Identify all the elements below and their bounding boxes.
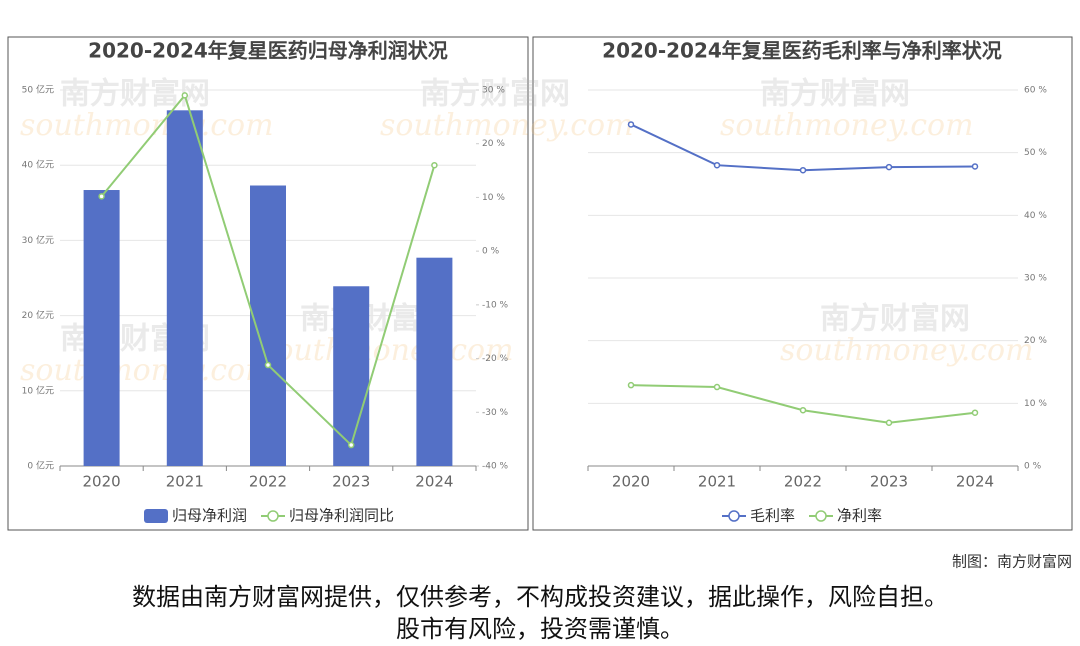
x-tick-label: 2020 (83, 473, 121, 491)
watermark: 南方财富网 (420, 77, 570, 112)
point (713, 161, 721, 169)
y-tick-label: 0 % (1024, 462, 1042, 472)
disclaimer: 股市有风险，投资需谨慎。 (396, 615, 684, 643)
point (627, 121, 635, 128)
legend-label: 归母净利润 (172, 507, 247, 525)
chart-title: 2020-2024年复星医药毛利率与净利率状况 (602, 39, 1002, 63)
y-tick-label: 50 亿元 (22, 84, 54, 96)
bar (333, 286, 370, 466)
y2-tick-label: -30 % (482, 408, 509, 418)
y2-tick-label: -40 % (482, 462, 509, 472)
point (971, 409, 979, 416)
legend-swatch (267, 510, 279, 522)
bar (83, 190, 120, 467)
watermark: 南方财富网 (760, 77, 910, 112)
point (885, 419, 893, 427)
point (98, 193, 105, 200)
watermark: southmoney.com (260, 333, 514, 368)
watermark: southmoney.com (380, 108, 634, 143)
x-tick-label: 2022 (249, 473, 287, 491)
point (799, 406, 807, 414)
credit: 制图：南方财富网 (952, 553, 1072, 571)
legend-label: 毛利率 (750, 507, 795, 525)
y-tick-label: 10 亿元 (22, 384, 54, 396)
y-tick-label: 60 % (1024, 86, 1047, 96)
watermark: southmoney.com (780, 333, 1034, 368)
bar (416, 257, 453, 466)
legend-swatch (144, 509, 168, 523)
watermark: southmoney.com (20, 353, 274, 388)
watermark: southmoney.com (20, 108, 274, 143)
point (347, 441, 355, 449)
x-tick-label: 2024 (956, 473, 994, 491)
legend-label: 净利率 (837, 507, 882, 525)
point (885, 163, 893, 171)
disclaimer: 数据由南方财富网提供，仅供参考，不构成投资建议，据此操作，风险自担。 (132, 583, 948, 611)
y2-tick-label: 20 % (482, 139, 505, 149)
y-tick-label: 0 亿元 (27, 460, 54, 472)
y2-tick-label: -20 % (482, 354, 509, 364)
panel-border (532, 36, 1073, 531)
point (431, 161, 438, 169)
y2-tick-label: 0 % (482, 247, 500, 257)
legend-swatch (815, 510, 827, 522)
x-tick-label: 2022 (784, 473, 822, 491)
watermark: southmoney.com (720, 108, 974, 143)
x-tick-label: 2023 (870, 473, 908, 491)
chart: 2020-2024年复星医药毛利率与净利率状况 0 % 10 % 20 % 30 % 40… (587, 39, 1047, 525)
y2-tick-label: 10 % (482, 193, 505, 203)
x-tick-label: 2021 (166, 473, 204, 491)
y-tick-label: 20 % (1024, 336, 1047, 346)
point (971, 163, 979, 170)
y2-tick-label: 30 % (482, 86, 505, 96)
x-tick-label: 2024 (415, 473, 453, 491)
y-tick-label: 30 % (1024, 274, 1047, 284)
chart-title: 2020-2024年复星医药归母净利润状况 (88, 39, 448, 63)
y-tick-label: 10 % (1024, 399, 1047, 409)
point (799, 166, 807, 174)
y-tick-label: 50 % (1024, 148, 1047, 158)
legend-label: 归母净利润同比 (289, 507, 394, 525)
bar (166, 110, 203, 466)
y-tick-label: 40 % (1024, 211, 1047, 221)
point (627, 381, 635, 389)
y-tick-label: 30 亿元 (22, 234, 54, 246)
watermark: 南方财富网 (820, 302, 970, 337)
point (713, 383, 721, 391)
y-tick-label: 40 亿元 (22, 159, 54, 171)
x-tick-label: 2021 (698, 473, 736, 491)
point (181, 92, 189, 99)
chart: 2020-2024年复星医药归母净利润状况 0 亿元 10 亿元 20 亿元 30 亿元… (22, 39, 509, 525)
x-tick-label: 2023 (332, 473, 370, 491)
x-tick-label: 2020 (612, 473, 650, 491)
y-tick-label: 20 亿元 (22, 309, 54, 321)
panel-border (7, 36, 529, 531)
point (264, 361, 272, 369)
legend-swatch (728, 510, 740, 522)
y2-tick-label: -10 % (482, 300, 509, 310)
